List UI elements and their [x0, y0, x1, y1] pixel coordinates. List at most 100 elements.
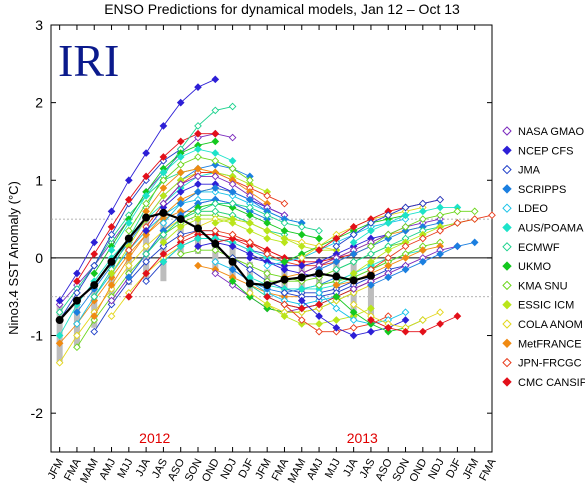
forecast-point-18-2-1	[384, 230, 393, 239]
forecast-point-16-2-3	[384, 211, 393, 220]
forecast-point-6-0-4	[228, 191, 237, 200]
spread-bar-18	[367, 261, 374, 324]
forecast-point-6-2-3	[211, 172, 220, 181]
forecast-point-17-2-4	[418, 207, 427, 216]
forecast-point-16-1-5	[418, 246, 427, 254]
observed-point-4	[124, 234, 133, 243]
forecast-point-9-1-0	[211, 257, 220, 266]
forecast-point-14-3-1	[315, 312, 323, 320]
forecast-point-9-3-1	[228, 281, 237, 289]
forecast-point-13-1-2	[315, 292, 323, 301]
y-tick-label-3: 3	[35, 17, 43, 33]
legend-label-4: LDEO	[518, 203, 548, 215]
forecast-point-18-3-1	[384, 323, 393, 332]
forecast-point-1-2-7	[194, 129, 202, 138]
forecast-point-15-3-5	[401, 308, 410, 317]
forecast-point-15-2-0	[315, 246, 323, 254]
forecast-point-18-2-0	[367, 242, 375, 251]
forecast-point-13-3-0	[280, 300, 289, 309]
forecast-point-6-1-5	[246, 226, 254, 235]
forecast-point-18-2-2	[401, 223, 410, 231]
forecast-point-0-3-9	[211, 75, 220, 84]
forecast-point-13-2-0	[280, 257, 289, 266]
forecast-point-0-2-5	[142, 242, 150, 251]
forecast-point-4-2-6	[228, 164, 237, 173]
forecast-point-11-1-5	[332, 296, 341, 305]
forecast-point-1-0-0	[73, 308, 81, 317]
forecast-point-17-0-2	[384, 246, 393, 254]
forecast-point-7-1-0	[176, 234, 185, 243]
forecast-point-16-2-1	[349, 230, 358, 239]
forecast-line-5-2	[145, 168, 268, 212]
forecast-point-2-1-1	[107, 281, 116, 289]
legend-marker-0	[502, 126, 512, 136]
legend-marker-12	[502, 357, 512, 368]
forecast-point-1-2-6	[176, 137, 185, 146]
forecast-point-18-2-4	[436, 211, 444, 220]
forecast-point-10-2-1	[246, 238, 254, 247]
legend-label-13: CMC CANSIP	[518, 377, 585, 389]
forecast-point-11-1-0	[246, 289, 254, 297]
legend-marker-10	[502, 319, 512, 329]
forecast-point-15-1-0	[315, 281, 323, 289]
forecast-point-0-6-1	[73, 289, 81, 297]
forecast-point-3-0-3	[159, 191, 168, 200]
forecast-point-0-5-0	[55, 339, 64, 348]
forecast-point-0-0-0	[55, 300, 64, 309]
x-tick-label-25: FMA	[477, 456, 499, 483]
forecast-point-18-0-7	[488, 211, 496, 220]
forecast-point-0-3-4	[124, 176, 133, 185]
forecast-point-12-3-2	[297, 320, 306, 328]
observed-point-6	[159, 208, 168, 217]
forecast-point-2-2-3	[142, 257, 150, 266]
forecast-point-6-3-0	[159, 257, 168, 266]
legend-marker-8	[502, 280, 512, 291]
forecast-point-14-1-0	[297, 285, 306, 293]
forecast-point-18-3-0	[367, 316, 375, 324]
forecast-point-17-2-2	[384, 219, 393, 227]
forecast-point-11-2-0	[246, 254, 254, 262]
forecast-point-15-2-2	[349, 223, 358, 231]
observed-point-7	[176, 215, 185, 224]
forecast-point-7-1-2	[211, 226, 220, 235]
legend-marker-6	[502, 242, 512, 252]
forecast-point-16-2-0	[332, 242, 341, 251]
legend-marker-7	[502, 261, 512, 271]
forecast-point-14-2-0	[297, 254, 306, 262]
forecast-point-0-3-7	[176, 98, 185, 107]
forecast-point-18-3-4	[436, 320, 444, 328]
forecast-point-4-0-8	[263, 191, 272, 200]
forecast-point-6-3-1	[176, 242, 185, 251]
forecast-point-16-2-6	[436, 195, 444, 204]
forecast-point-11-1-6	[349, 289, 358, 297]
forecast-point-1-2-1	[90, 250, 99, 258]
forecast-point-6-2-0	[159, 199, 168, 208]
forecast-point-15-0-5	[401, 226, 410, 235]
forecast-point-12-3-0	[263, 300, 272, 309]
forecast-point-9-3-0	[211, 269, 220, 278]
observed-point-14	[297, 273, 306, 282]
forecast-point-10-1-1	[246, 292, 254, 301]
forecast-point-18-1-1	[384, 273, 393, 282]
forecast-point-15-3-2	[349, 316, 358, 324]
forecast-point-4-3-2	[159, 250, 168, 258]
forecast-point-7-0-3	[228, 203, 237, 212]
forecast-line-16-3	[336, 296, 424, 333]
observed-point-18	[366, 271, 375, 280]
observed-point-12	[263, 281, 272, 290]
forecast-point-3-2-5	[194, 145, 202, 154]
observed-point-13	[280, 275, 289, 284]
forecast-point-12-1-0	[263, 292, 272, 301]
forecast-point-10-1-2	[263, 304, 272, 313]
forecast-point-6-2-4	[228, 180, 237, 188]
legend-label-9: ESSIC ICM	[518, 300, 574, 312]
forecast-point-0-2-0	[55, 358, 64, 367]
forecast-point-8-2-3	[246, 203, 254, 212]
forecast-point-0-6-3	[107, 230, 116, 239]
forecast-point-15-3-0	[315, 289, 323, 297]
forecast-point-15-0-2	[349, 250, 358, 258]
forecast-point-7-3-2	[211, 246, 220, 254]
forecast-point-9-2-3	[263, 226, 272, 235]
forecast-line-6-2	[163, 175, 285, 216]
